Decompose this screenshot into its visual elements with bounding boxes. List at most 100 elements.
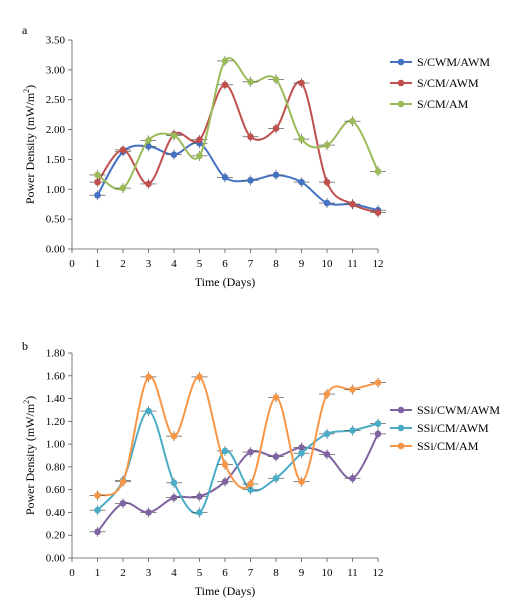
data-point [221, 174, 229, 181]
x-tick-label: 1 [95, 567, 101, 579]
x-tick-label: 4 [171, 258, 177, 270]
x-tick-label: 6 [222, 567, 228, 579]
data-point [298, 135, 305, 143]
y-axis-title-main: Power Density (mW/m [23, 403, 37, 515]
legend-label: S/CM/AWM [417, 76, 479, 90]
data-point [94, 528, 101, 536]
y-tick-label: 3.00 [46, 64, 66, 76]
legend-entry: S/CM/AWM [390, 76, 479, 90]
y-tick-label: 1.00 [46, 184, 66, 196]
data-point [196, 373, 203, 381]
data-point [272, 76, 280, 83]
data-point [119, 146, 127, 154]
data-point [170, 494, 178, 501]
legend-label: SSi/CM/AWM [417, 421, 489, 435]
data-point [170, 151, 178, 158]
data-point [298, 79, 305, 87]
data-point [145, 373, 152, 381]
y-tick-label: 0.60 [46, 484, 66, 496]
data-point [247, 448, 254, 456]
chart-panel-a: a0.000.501.001.502.002.503.003.500 1 2 3 4 5 6… [22, 23, 490, 289]
x-axis-title: Time (Days) [195, 584, 256, 598]
data-point [170, 132, 178, 139]
x-tick-label: 3 [146, 567, 152, 579]
legend-entry: SSi/CM/AWM [390, 421, 489, 435]
data-point [221, 81, 229, 89]
data-point [247, 480, 254, 488]
data-point [94, 178, 101, 186]
legend-swatch-marker [397, 406, 405, 414]
y-axis-title: Power Density (mW/m2) [22, 396, 37, 515]
data-point [272, 125, 280, 132]
y-axis-title-main: Power Density (mW/m [23, 92, 37, 204]
x-tick-label: 12 [373, 258, 384, 270]
data-point [247, 177, 254, 184]
legend-swatch-marker [397, 100, 405, 108]
data-point [145, 142, 152, 150]
x-tick-label: 2 [120, 258, 126, 270]
data-point [94, 492, 101, 499]
series-SSi/CWM/AWM [89, 428, 386, 537]
y-tick-label: 0.20 [46, 530, 66, 542]
data-point [196, 152, 203, 160]
data-point [247, 78, 254, 86]
series-S/CM/AM [89, 55, 386, 194]
data-point [247, 486, 254, 493]
data-point [94, 191, 101, 199]
x-tick-label: 11 [347, 567, 358, 579]
data-point [323, 199, 331, 207]
data-point [94, 171, 101, 179]
x-tick-label: 1 [95, 258, 101, 270]
y-axis-title-superscript: 2 [22, 400, 31, 404]
data-point [349, 386, 356, 393]
x-tick-label: 7 [248, 567, 254, 579]
data-point [196, 136, 203, 144]
data-point [323, 178, 331, 186]
legend-label: SSi/CWM/AWM [417, 403, 500, 417]
x-tick-label: 0 [69, 567, 75, 579]
data-point [145, 180, 152, 188]
x-tick-label: 7 [248, 258, 254, 270]
x-tick-label: 12 [373, 567, 384, 579]
y-tick-label: 1.20 [46, 416, 66, 428]
series-SSi/CM/AWM [89, 406, 386, 518]
x-tick-label: 5 [197, 567, 203, 579]
y-tick-label: 1.60 [46, 370, 66, 382]
x-tick-label: 2 [120, 567, 126, 579]
data-point [298, 178, 305, 186]
series-line [97, 375, 379, 497]
y-tick-label: 0.50 [46, 214, 66, 226]
data-point [145, 509, 152, 516]
data-point [170, 479, 178, 487]
data-point [323, 141, 331, 149]
data-point [221, 461, 229, 468]
legend-label: SSi/CM/AM [417, 439, 479, 453]
legend-label: S/CM/AM [417, 97, 469, 111]
legend-entry: S/CM/AM [390, 97, 469, 111]
y-tick-label: 3.50 [46, 35, 66, 47]
series-line [96, 80, 379, 214]
data-point [323, 390, 331, 398]
x-tick-label: 0 [69, 258, 75, 270]
data-point [196, 493, 203, 500]
data-point [247, 133, 254, 141]
x-tick-label: 8 [273, 567, 279, 579]
data-point [196, 509, 203, 516]
data-point [170, 432, 178, 440]
series-line [96, 57, 379, 191]
data-point [298, 449, 305, 457]
data-point [119, 478, 127, 485]
data-point [145, 407, 152, 415]
y-tick-label: 0.80 [46, 461, 66, 473]
legend-swatch-marker [397, 79, 405, 87]
y-axis-title-close: ) [23, 396, 37, 400]
y-tick-label: 1.40 [46, 393, 66, 405]
y-axis-title-superscript: 2 [22, 89, 31, 93]
data-point [323, 451, 331, 458]
x-tick-label: 4 [171, 567, 177, 579]
x-tick-label: 11 [347, 258, 358, 270]
y-tick-label: 1.80 [46, 348, 66, 360]
x-tick-label: 10 [322, 258, 334, 270]
data-point [221, 478, 229, 485]
